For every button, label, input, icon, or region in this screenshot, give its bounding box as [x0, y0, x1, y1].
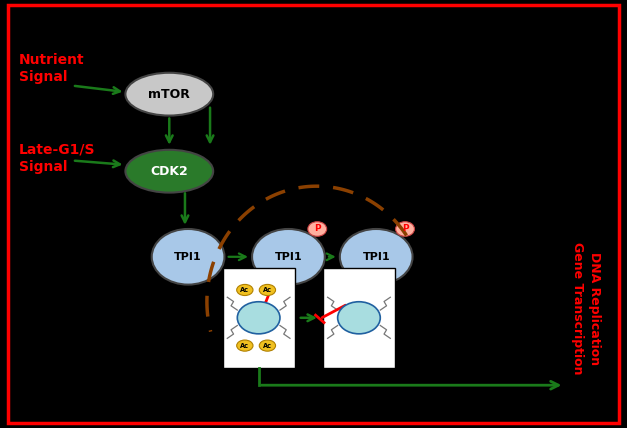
- Ellipse shape: [252, 229, 325, 285]
- Text: Nutrient
Signal: Nutrient Signal: [19, 53, 85, 84]
- Bar: [223, 268, 295, 368]
- Ellipse shape: [236, 285, 253, 295]
- Text: Ac: Ac: [263, 287, 272, 293]
- Text: mTOR: mTOR: [149, 88, 190, 101]
- Text: Ac: Ac: [240, 287, 250, 293]
- Ellipse shape: [236, 340, 253, 351]
- Ellipse shape: [337, 302, 380, 334]
- Ellipse shape: [237, 302, 280, 334]
- Ellipse shape: [125, 150, 213, 193]
- Text: DNA Replication
Gene Transcription: DNA Replication Gene Transcription: [571, 242, 601, 374]
- Ellipse shape: [396, 222, 414, 236]
- Text: TPI1: TPI1: [275, 252, 302, 262]
- Text: Late-G1/S
Signal: Late-G1/S Signal: [19, 143, 95, 174]
- Ellipse shape: [259, 340, 275, 351]
- Ellipse shape: [308, 222, 327, 236]
- Bar: [323, 268, 395, 368]
- Ellipse shape: [125, 73, 213, 116]
- Text: Ac: Ac: [240, 342, 250, 349]
- Ellipse shape: [340, 229, 413, 285]
- Text: CDK2: CDK2: [150, 165, 188, 178]
- Text: Ac: Ac: [263, 342, 272, 349]
- Text: P: P: [402, 224, 408, 234]
- Text: TPI1: TPI1: [174, 252, 202, 262]
- Ellipse shape: [152, 229, 224, 285]
- Text: TPI1: TPI1: [362, 252, 390, 262]
- Ellipse shape: [259, 285, 275, 295]
- Text: P: P: [314, 224, 320, 234]
